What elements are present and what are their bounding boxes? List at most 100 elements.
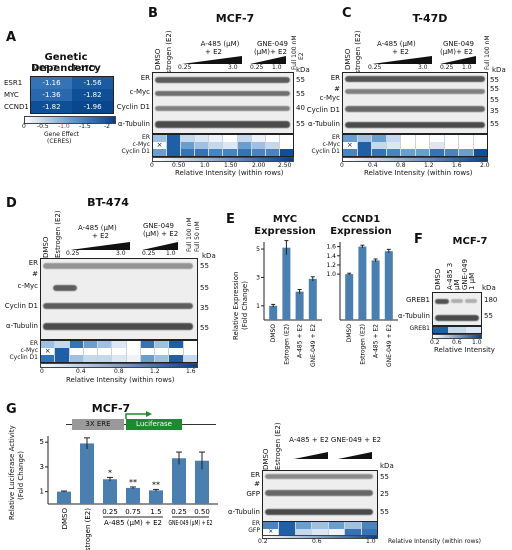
row-er: ER <box>140 74 150 82</box>
hm-row-cmyc: c-Myc <box>20 347 39 354</box>
y-tick-label: 3 <box>256 274 260 281</box>
axis-tick: 0.4 <box>76 368 86 375</box>
dose-low: 0.25 <box>142 250 156 257</box>
lane-dmso: DMSO <box>262 448 270 470</box>
intensity-scale-bar <box>152 157 294 162</box>
row-tubulin: α-Tubulin <box>308 120 340 128</box>
kda-label: kDa <box>202 252 216 260</box>
color-scale-bar <box>24 116 116 124</box>
mw-marker: 55 <box>380 508 389 516</box>
hm-row-er: ER <box>30 340 38 347</box>
panel-a-col-1: MCF-7 <box>32 64 58 73</box>
mw-marker: 35 <box>490 107 499 115</box>
x-tick-label: GNE-049 + E2 <box>310 324 317 367</box>
heatmap-cell: -1.16 <box>31 77 72 89</box>
panel-a-row-esr1: ESR1 <box>4 79 23 87</box>
full-label: Full 100 nM <box>291 35 298 70</box>
drug1-sub: + E2 <box>205 48 222 56</box>
mw-marker: 55 <box>296 76 305 84</box>
x-tick-label: GNE-049 + E2 <box>386 324 393 367</box>
row-er: ER <box>250 471 260 479</box>
dose-wedge <box>182 56 242 64</box>
y-tick-label: 5 <box>40 438 44 446</box>
x-tick-label: 1.5 <box>150 508 161 516</box>
axis-tick: 0.6 <box>312 538 322 545</box>
hm-row-er: ER <box>252 520 260 527</box>
myc-title2: Expression <box>254 226 316 237</box>
panel-a-col-2: T-47D <box>72 64 96 73</box>
dose-high: 3.0 <box>228 64 238 71</box>
western-blot <box>262 470 378 522</box>
axis-tick: 0 <box>40 368 44 375</box>
mw-marker: 55 <box>200 324 209 332</box>
row-cyclin-d1: Cyclin D1 <box>4 302 38 310</box>
row-hash: # <box>32 270 38 278</box>
panel-label-f: F <box>414 232 423 247</box>
panel-d-title: BT-474 <box>87 196 129 209</box>
lane-dmso: DMSO <box>344 48 352 70</box>
intensity-heatmap: × <box>152 134 294 157</box>
row-gfp: GFP <box>246 490 260 498</box>
western-blot <box>432 292 482 326</box>
drug1-label: A-485 + E2 <box>289 436 329 444</box>
kda-label: kDa <box>492 66 506 74</box>
y-tick-label: 1.2 <box>326 262 336 269</box>
axis-label: Relative Intensity (within rows) <box>66 376 175 384</box>
row-cyclin-d1: Cyclin D1 <box>116 103 150 111</box>
panel-label-c: C <box>342 6 352 21</box>
x-tick-label: 0.50 <box>194 508 210 516</box>
dose-low: 0.25 <box>66 250 80 257</box>
mw-marker: 180 <box>484 296 498 304</box>
drug1-label: A-485 (µM) <box>200 40 240 48</box>
panel-label-b: B <box>148 6 158 21</box>
dose-high: 1.0 <box>272 64 282 71</box>
x-tick-label: Estrogen (E2) <box>359 324 366 365</box>
drug2-label: GNE-049 <box>443 40 474 48</box>
axis-tick: 2.50 <box>278 162 292 169</box>
row-er: ER <box>28 259 38 267</box>
axis-tick: 0 <box>340 162 344 169</box>
intensity-scale-bar <box>40 363 198 368</box>
lane-estrogen: Estrogen (E2) <box>274 422 282 470</box>
mw-marker: 55 <box>380 473 389 481</box>
myc-title: MYC <box>272 214 298 225</box>
x-tick-label: 0.25 <box>102 508 118 516</box>
hm-row-gfp: GFP <box>248 527 260 534</box>
western-blot <box>40 258 198 340</box>
axis-tick: 1.50 <box>224 162 238 169</box>
dose-wedge <box>440 56 476 64</box>
full-label-1: Full 100 nM <box>186 217 193 252</box>
e2-label: E2 <box>298 52 305 60</box>
promoter-arrow-icon <box>125 411 152 419</box>
axis-label: Relative Intensity <box>434 346 495 354</box>
drug1-label: A-485 (µM) <box>377 40 416 48</box>
bar <box>371 260 380 320</box>
bar <box>172 458 186 504</box>
axis-tick: 2.0 <box>480 162 490 169</box>
x-tick-label: 0.25 <box>171 508 187 516</box>
axis-label: Relative Intensity (within rows) <box>175 169 284 177</box>
western-blot <box>342 72 488 134</box>
luciferase-bar-chart: 1 3 5 DMSO Estrogen (E2) * 0.25 ** 0.75 ** 1.5 0.25… <box>40 436 218 550</box>
bar <box>126 487 140 504</box>
dose-wedge <box>142 242 178 250</box>
panel-e-ylabel: Relative Expression <box>232 271 240 340</box>
hm-row-cyclin: Cyclin D1 <box>9 354 38 361</box>
mw-marker: 55 <box>200 284 209 292</box>
row-tubulin: α-Tubulin <box>398 312 430 320</box>
x-tick-label: DMSO <box>270 324 277 343</box>
x-tick-label: DMSO <box>61 508 69 530</box>
scale-tick: -2 <box>104 123 110 130</box>
axis-tick: 1.2 <box>150 368 160 375</box>
drug2-label: GNE-049 (µM) + E2 <box>143 222 179 238</box>
row-cyclin-d1: Cyclin D1 <box>306 106 340 114</box>
dose-low: 0.25 <box>250 64 264 71</box>
x-tick-label: A-485 + E2 <box>297 324 304 358</box>
bar <box>57 491 71 504</box>
lane-dmso: DMSO <box>42 236 50 258</box>
axis-tick: 0.50 <box>172 162 186 169</box>
x-tick-label: Estrogen (E2) <box>84 508 92 550</box>
y-tick-label: 1 <box>256 303 260 310</box>
construct-luciferase: Luciferase <box>126 419 182 430</box>
hm-row-cmyc: c-Myc <box>132 141 151 148</box>
